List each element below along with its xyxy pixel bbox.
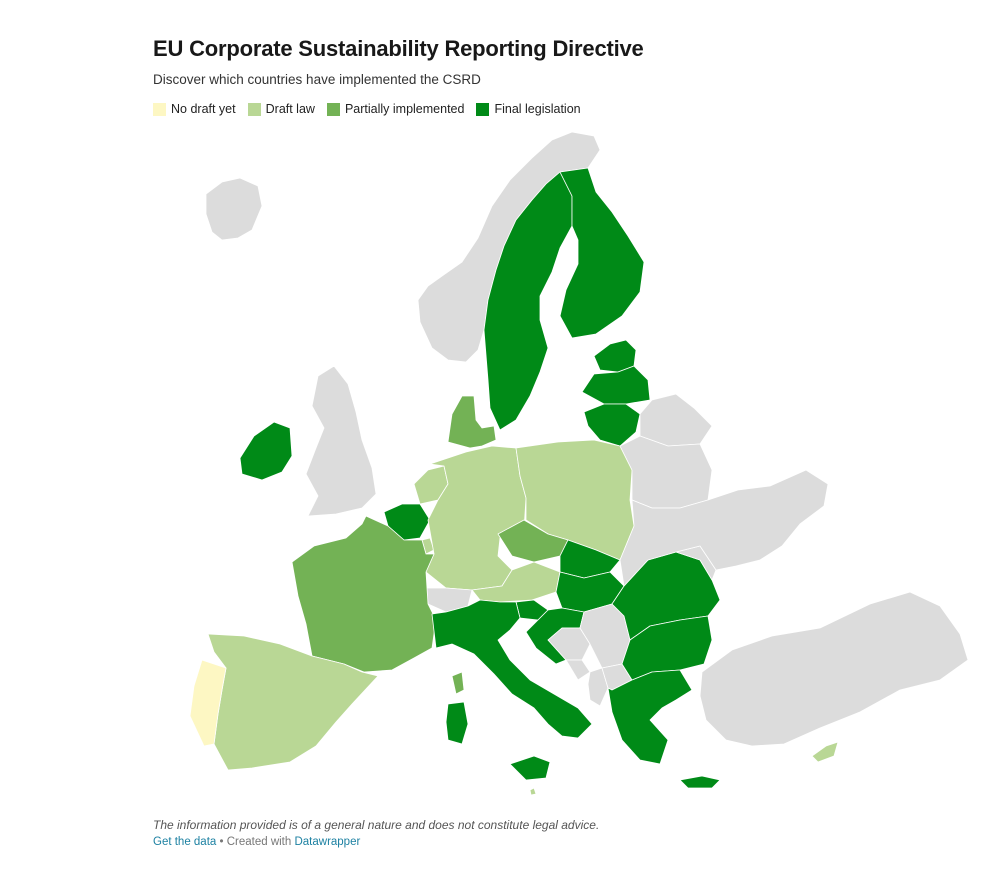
get-the-data-link[interactable]: Get the data — [153, 836, 217, 848]
country-sardinia[interactable] — [445, 701, 469, 745]
country-russia[interactable] — [639, 393, 713, 447]
country-portugal[interactable] — [189, 659, 227, 747]
country-italy[interactable] — [431, 599, 593, 739]
country-sweden[interactable] — [483, 171, 573, 431]
legend-label-none: No draft yet — [171, 102, 236, 116]
country-sicily[interactable] — [509, 755, 551, 781]
legend: No draft yet Draft law Partially impleme… — [153, 102, 581, 116]
chart-title: EU Corporate Sustainability Reporting Di… — [153, 36, 644, 61]
country-greece[interactable] — [607, 669, 693, 765]
country-united-kingdom[interactable] — [305, 365, 377, 517]
country-france[interactable] — [291, 515, 437, 673]
country-montenegro[interactable] — [565, 659, 591, 681]
legend-label-partial: Partially implemented — [344, 102, 465, 116]
disclaimer-note: The information provided is of a general… — [153, 818, 600, 832]
legend-item-none: No draft yet — [153, 102, 236, 116]
country-belarus[interactable] — [619, 435, 713, 509]
legend-label-draft: Draft law — [265, 102, 315, 116]
country-malta[interactable] — [529, 787, 537, 796]
legend-item-draft: Draft law — [247, 102, 315, 116]
country-ukraine[interactable] — [619, 469, 829, 587]
country-turkey[interactable] — [699, 591, 969, 747]
country-finland[interactable] — [559, 167, 645, 339]
country-denmark[interactable] — [447, 395, 497, 449]
legend-swatch-none — [153, 102, 166, 116]
country-cyprus[interactable] — [811, 741, 839, 763]
country-corsica[interactable] — [451, 671, 465, 695]
country-iceland[interactable] — [205, 177, 263, 241]
chart-subtitle: Discover which countries have implemente… — [153, 72, 481, 87]
created-with-text: • Created with — [216, 836, 295, 848]
country-estonia[interactable] — [593, 339, 637, 373]
legend-swatch-final — [476, 102, 490, 116]
legend-swatch-partial — [326, 102, 340, 116]
country-crete[interactable] — [679, 775, 721, 789]
datawrapper-link[interactable]: Datawrapper — [294, 836, 361, 848]
legend-item-partial: Partially implemented — [326, 102, 465, 116]
legend-label-final: Final legislation — [494, 102, 581, 116]
legend-swatch-draft — [247, 102, 261, 116]
country-bulgaria[interactable] — [621, 615, 713, 681]
country-lithuania[interactable] — [583, 403, 641, 447]
legend-item-final: Final legislation — [476, 102, 581, 116]
country-ireland[interactable] — [239, 421, 293, 481]
footer: Get the data • Created with Datawrapper — [153, 836, 360, 848]
